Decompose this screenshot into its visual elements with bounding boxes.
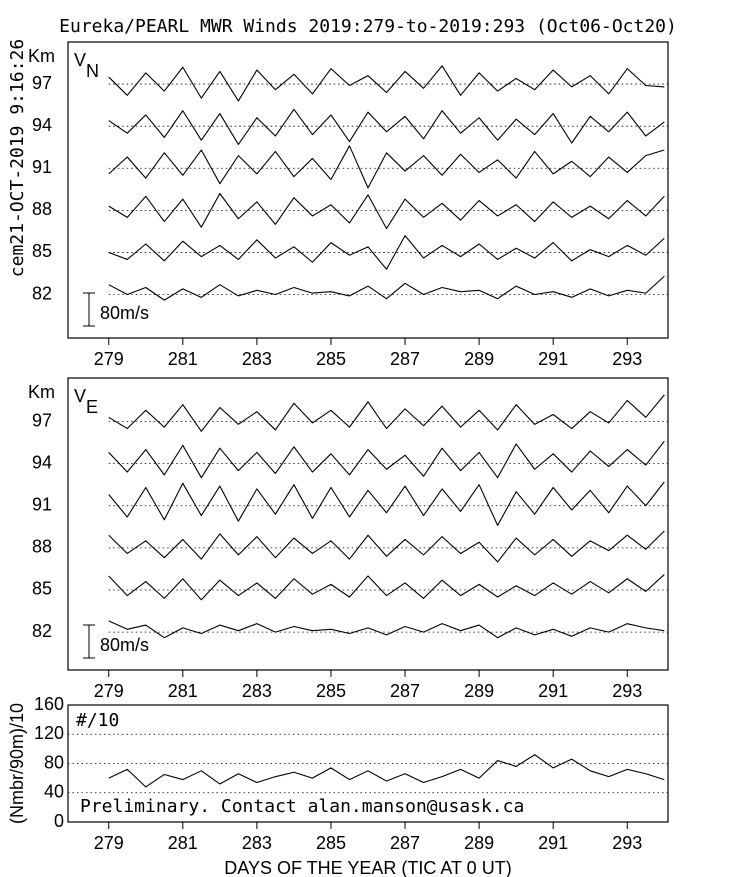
y-tick-label: 82 (32, 283, 52, 303)
x-tick-label: 283 (242, 681, 272, 701)
x-tick-label: 281 (168, 833, 198, 853)
series-line (108, 620, 665, 639)
series-line (108, 108, 665, 145)
panel-label-sub: E (86, 397, 98, 417)
y-tick-label: 85 (32, 579, 52, 599)
x-tick-label: 281 (168, 349, 198, 369)
y-axis-label: (Nmbr/90m)/10 (7, 703, 27, 824)
x-tick-label: 285 (316, 833, 346, 853)
y-axis-label: Km (28, 46, 55, 66)
x-tick-label: 287 (390, 681, 420, 701)
y-tick-label: 94 (32, 452, 52, 472)
x-tick-label: 291 (538, 833, 568, 853)
series-line (108, 192, 665, 230)
scale-label: 80m/s (100, 303, 149, 323)
panel-label-sub: N (86, 61, 99, 81)
x-tick-label: 289 (464, 681, 494, 701)
x-tick-label: 289 (464, 349, 494, 369)
series-line (108, 275, 665, 301)
chart-title: Eureka/PEARL MWR Winds 2019:279-to-2019:… (59, 16, 677, 37)
plot-frame (67, 377, 669, 671)
x-tick-label: 293 (612, 833, 642, 853)
series-line (108, 394, 665, 432)
series-line (108, 530, 665, 563)
series-line (108, 481, 665, 526)
x-axis-label: DAYS OF THE YEAR (TIC AT 0 UT) (224, 858, 511, 877)
series-line (108, 440, 665, 479)
y-tick-label: 85 (32, 241, 52, 261)
y-tick-label: 88 (32, 537, 52, 557)
y-tick-label: 91 (32, 157, 52, 177)
x-tick-label: 287 (390, 349, 420, 369)
series-line (108, 145, 665, 189)
x-tick-label: 285 (316, 681, 346, 701)
x-tick-label: 291 (538, 681, 568, 701)
panel-label: V (74, 50, 86, 70)
series-line (108, 574, 665, 601)
x-tick-label: 293 (612, 349, 642, 369)
y-tick-label: 88 (32, 199, 52, 219)
timestamp: cem21-OCT-2019 9:16:26 (7, 39, 28, 277)
x-tick-label: 287 (390, 833, 420, 853)
y-tick-label: 91 (32, 495, 52, 515)
scale-label: 80m/s (100, 635, 149, 655)
series-line (108, 235, 665, 270)
panel-label: V (74, 386, 86, 406)
x-tick-label: 283 (242, 833, 272, 853)
x-tick-label: 279 (94, 349, 124, 369)
y-tick-label: 0 (54, 811, 64, 831)
x-tick-label: 279 (94, 833, 124, 853)
y-tick-label: 120 (34, 723, 64, 743)
series-line (108, 65, 665, 102)
note: Preliminary. Contact alan.manson@usask.c… (80, 796, 524, 817)
y-tick-label: 160 (34, 694, 64, 714)
x-tick-label: 279 (94, 681, 124, 701)
x-tick-label: 291 (538, 349, 568, 369)
y-tick-label: 97 (32, 73, 52, 93)
x-tick-label: 283 (242, 349, 272, 369)
y-tick-label: 82 (32, 621, 52, 641)
y-tick-label: 94 (32, 115, 52, 135)
x-tick-label: 285 (316, 349, 346, 369)
x-tick-label: 281 (168, 681, 198, 701)
y-tick-label: 80 (44, 752, 64, 772)
series-line (108, 754, 665, 788)
y-tick-label: 40 (44, 782, 64, 802)
y-tick-label: 97 (32, 410, 52, 430)
plot-frame (67, 41, 669, 339)
annotation: #/10 (76, 710, 119, 731)
x-tick-label: 289 (464, 833, 494, 853)
y-axis-label: Km (28, 382, 55, 402)
x-tick-label: 293 (612, 681, 642, 701)
